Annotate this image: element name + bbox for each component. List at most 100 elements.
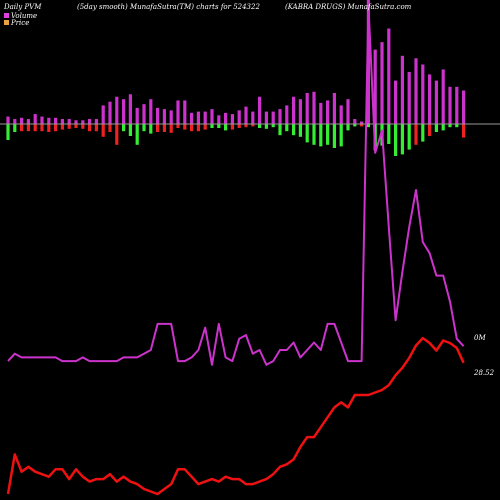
pvm-down-bar bbox=[448, 124, 452, 128]
chart-title-left: Daily PVM bbox=[3, 3, 42, 11]
pvm-down-bar bbox=[312, 124, 316, 145]
pvm-down-bar bbox=[142, 124, 146, 132]
pvm-up-bar bbox=[332, 93, 336, 124]
pvm-down-bar bbox=[244, 124, 248, 128]
pvm-up-bar bbox=[54, 117, 58, 124]
chart-title-right: (KABRA DRUGS) MunafaSutra.com bbox=[285, 3, 412, 11]
pvm-up-bar bbox=[441, 69, 445, 124]
pvm-up-bar bbox=[387, 28, 391, 124]
price-line bbox=[6, 336, 465, 496]
pvm-up-bar bbox=[292, 96, 296, 124]
pvm-up-bar bbox=[176, 100, 180, 124]
pvm-down-bar bbox=[6, 124, 10, 140]
pvm-up-bar bbox=[373, 49, 377, 124]
pvm-down-bar bbox=[115, 124, 119, 145]
pvm-down-bar bbox=[13, 124, 17, 132]
pvm-up-bar bbox=[217, 115, 221, 124]
pvm-down-bar bbox=[326, 124, 330, 145]
pvm-down-bar bbox=[346, 124, 350, 131]
pvm-up-bar bbox=[244, 106, 248, 124]
pvm-down-bar bbox=[264, 124, 268, 129]
pvm-down-bar bbox=[196, 124, 200, 132]
pvm-down-bar bbox=[394, 124, 398, 156]
pvm-up-bar bbox=[455, 86, 459, 124]
pvm-up-bar bbox=[414, 58, 418, 124]
legend-volume-swatch bbox=[4, 13, 9, 18]
pvm-up-bar bbox=[448, 86, 452, 124]
pvm-up-bar bbox=[285, 105, 289, 124]
pvm-up-bar bbox=[421, 64, 425, 124]
pvm-down-bar bbox=[271, 124, 275, 128]
pvm-down-bar bbox=[88, 124, 92, 132]
pvm-up-bar bbox=[278, 109, 282, 124]
pvm-up-bar bbox=[162, 109, 166, 124]
pvm-up-bar bbox=[196, 111, 200, 124]
pvm-up-bar bbox=[360, 121, 364, 124]
chart-title-center: (5day smooth) MunafaSutra(TM) charts for… bbox=[77, 3, 260, 11]
pvm-down-bar bbox=[67, 124, 71, 129]
pvm-up-bar bbox=[67, 119, 71, 124]
pvm-down-bar bbox=[122, 124, 126, 132]
pvm-up-bar bbox=[312, 91, 316, 124]
pvm-up-bar bbox=[169, 110, 173, 124]
pvm-down-bar bbox=[387, 124, 391, 144]
pvm-up-bar bbox=[149, 99, 153, 124]
pvm-down-bar bbox=[217, 124, 221, 128]
pvm-up-bar bbox=[434, 80, 438, 124]
pvm-down-bar bbox=[230, 124, 234, 130]
pvm-down-bar bbox=[162, 124, 166, 132]
pvm-down-bar bbox=[74, 124, 78, 128]
pvm-up-bar bbox=[346, 99, 350, 124]
pvm-up-bar bbox=[47, 117, 51, 124]
legend-price-swatch bbox=[4, 20, 9, 25]
pvm-down-bar bbox=[332, 124, 336, 148]
pvm-down-bar bbox=[237, 124, 241, 128]
pvm-up-bar bbox=[339, 105, 343, 124]
pvm-down-bar bbox=[54, 124, 58, 132]
pvm-down-bar bbox=[60, 124, 64, 130]
pvm-up-bar bbox=[203, 111, 207, 124]
pvm-down-bar bbox=[258, 124, 262, 128]
pvm-up-bar bbox=[353, 119, 357, 124]
pvm-up-bar bbox=[394, 80, 398, 124]
price-value-label: 28.52 bbox=[473, 369, 495, 377]
pvm-up-bar bbox=[81, 120, 85, 124]
pvm-down-bar bbox=[366, 124, 370, 128]
pvm-down-bar bbox=[285, 124, 289, 132]
pvm-up-bar bbox=[210, 109, 214, 124]
pvm-up-bar bbox=[305, 93, 309, 124]
volume-value-label: 0M bbox=[474, 334, 486, 342]
pvm-down-bar bbox=[176, 124, 180, 128]
pvm-up-bar bbox=[156, 107, 160, 124]
pvm-up-bar bbox=[326, 100, 330, 124]
pvm-up-bar bbox=[264, 111, 268, 124]
pvm-up-bar bbox=[135, 107, 139, 124]
pvm-down-bar bbox=[319, 124, 323, 147]
pvm-down-bar bbox=[156, 124, 160, 132]
pvm-down-bar bbox=[47, 124, 51, 132]
pvm-up-bar bbox=[88, 119, 92, 124]
pvm-down-bar bbox=[190, 124, 194, 132]
pvm-down-bar bbox=[203, 124, 207, 130]
pvm-up-bar bbox=[20, 117, 24, 124]
pvm-down-bar bbox=[81, 124, 85, 129]
pvm-up-bar bbox=[122, 99, 126, 124]
pvm-down-bar bbox=[455, 124, 459, 128]
pvm-up-bar bbox=[319, 102, 323, 124]
pvm-up-bar bbox=[224, 112, 228, 124]
pvm-down-bar bbox=[360, 124, 364, 127]
pvm-down-bar bbox=[33, 124, 37, 132]
pvm-up-bar bbox=[108, 101, 112, 124]
pvm-up-bar bbox=[101, 105, 105, 124]
pvm-up-bar bbox=[40, 116, 44, 124]
pvm-up-bar bbox=[6, 116, 10, 124]
pvm-down-bar bbox=[26, 124, 30, 132]
pvm-down-bar bbox=[434, 124, 438, 132]
pvm-up-bar bbox=[142, 104, 146, 124]
pvm-down-bar bbox=[462, 124, 466, 138]
pvm-down-bar bbox=[400, 124, 404, 155]
pvm-down-bar bbox=[210, 124, 214, 128]
pvm-up-bar bbox=[462, 90, 466, 124]
